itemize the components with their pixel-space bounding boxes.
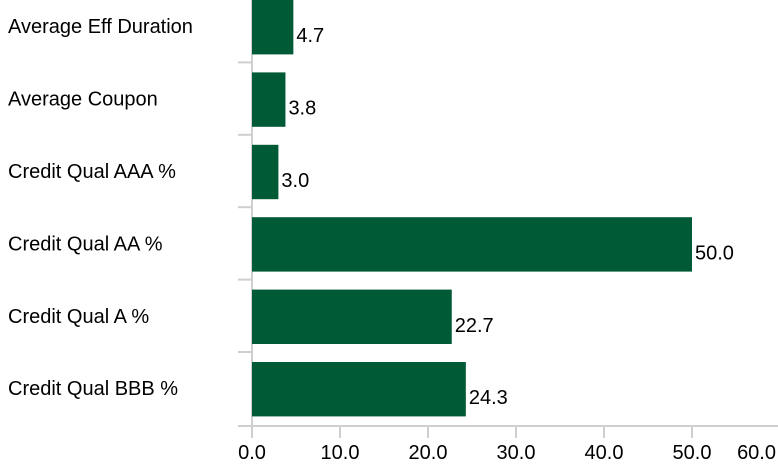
value-label: 50.0 — [695, 242, 734, 264]
value-label: 22.7 — [455, 315, 494, 337]
value-label: 4.7 — [296, 25, 324, 47]
x-tick-label: 60.0 — [737, 442, 776, 464]
x-tick-label: 0.0 — [238, 442, 266, 464]
x-tick-label: 50.0 — [673, 442, 712, 464]
bar — [252, 144, 279, 200]
x-tick-label: 30.0 — [497, 442, 536, 464]
x-axis: 0.0 10.0 20.0 30.0 40.0 50.0 60.0 — [238, 425, 778, 464]
category-label: Credit Qual AA % — [8, 233, 163, 255]
value-label: 3.8 — [288, 98, 316, 120]
bar — [252, 0, 294, 55]
bar — [252, 72, 286, 127]
y-axis — [238, 0, 253, 427]
category-label: Credit Qual BBB % — [8, 378, 178, 400]
bar — [252, 289, 452, 344]
value-labels: 4.7 3.8 3.0 50.0 22.7 24.3 — [281, 25, 734, 409]
x-tick-label: 20.0 — [409, 442, 448, 464]
category-label: Credit Qual A % — [8, 306, 149, 328]
value-label: 3.0 — [281, 170, 309, 192]
x-tick-label: 10.0 — [321, 442, 360, 464]
bar — [252, 362, 466, 417]
value-label: 24.3 — [469, 387, 508, 409]
x-tick-label: 40.0 — [585, 442, 624, 464]
category-label: Credit Qual AAA % — [8, 161, 176, 183]
bar — [252, 217, 692, 272]
category-label: Average Eff Duration — [8, 16, 193, 38]
category-label: Average Coupon — [8, 89, 158, 111]
bars — [252, 0, 692, 417]
category-labels: Average Eff Duration Average Coupon Credit… — [8, 16, 193, 400]
